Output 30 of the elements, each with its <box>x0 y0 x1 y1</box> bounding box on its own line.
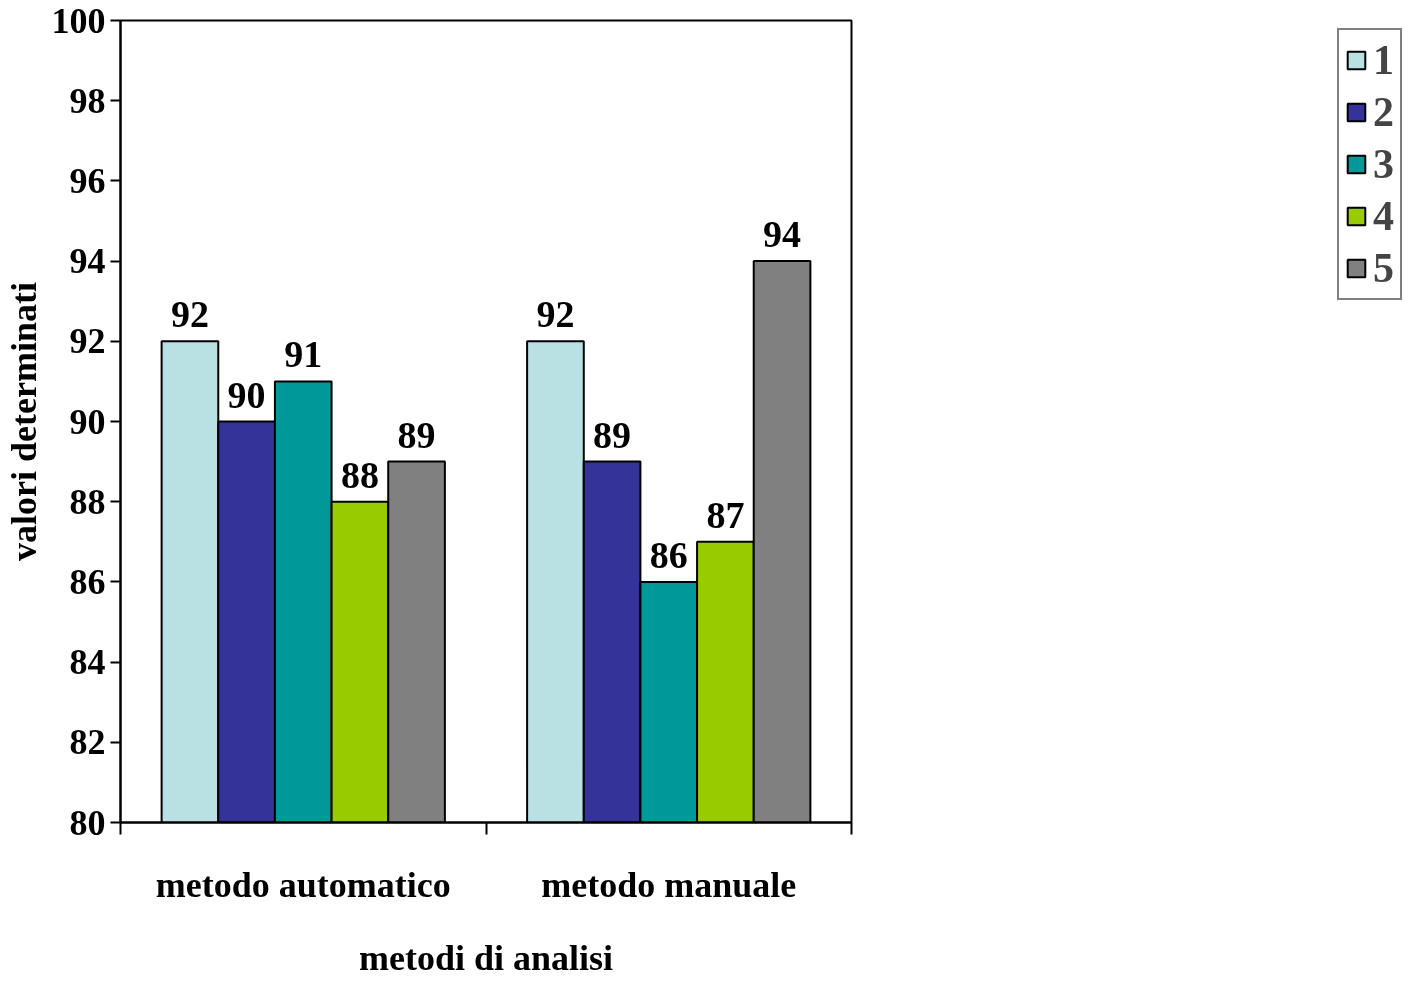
y-tick-label: 90 <box>69 401 106 442</box>
data-label: 92 <box>170 293 209 336</box>
y-tick-label: 92 <box>69 321 106 362</box>
legend-label: 5 <box>1373 244 1394 292</box>
y-tick-label: 100 <box>51 0 106 41</box>
y-tick-label: 86 <box>69 561 106 602</box>
data-label: 94 <box>763 213 802 256</box>
data-label: 86 <box>649 533 688 576</box>
y-tick-label: 96 <box>69 160 106 201</box>
legend-label: 2 <box>1373 88 1394 136</box>
y-tick-label: 98 <box>69 80 106 121</box>
x-tick-label: metodo automatico <box>155 864 451 905</box>
data-label: 87 <box>706 493 745 536</box>
x-axis-title: metodi di analisi <box>358 937 614 978</box>
y-tick-label: 82 <box>69 722 106 763</box>
y-tick-label: 80 <box>69 802 106 843</box>
data-label: 88 <box>340 453 379 496</box>
x-tick-label: metodo manuale <box>541 864 797 905</box>
legend-label: 3 <box>1373 140 1394 188</box>
data-label: 91 <box>284 333 323 376</box>
legend-label: 4 <box>1373 192 1394 240</box>
data-label: 89 <box>593 413 632 456</box>
data-label: 92 <box>536 293 575 336</box>
data-label: 90 <box>227 373 266 416</box>
y-tick-label: 94 <box>69 241 106 282</box>
y-axis-title: valori determinati <box>3 282 44 561</box>
data-label: 89 <box>397 413 436 456</box>
legend-label: 1 <box>1373 36 1394 84</box>
y-tick-label: 84 <box>69 642 106 683</box>
y-tick-label: 88 <box>69 481 106 522</box>
